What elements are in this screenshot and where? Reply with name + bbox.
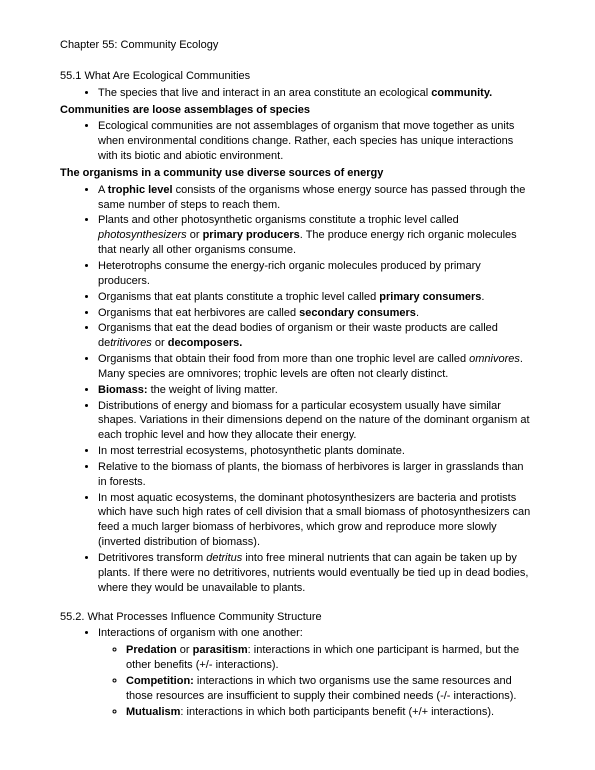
list-item: Biomass: the weight of living matter.: [98, 383, 535, 398]
section-2-heading: 55.2. What Processes Influence Community…: [60, 610, 535, 625]
list-item: A trophic level consists of the organism…: [98, 183, 535, 213]
list-item: Heterotrophs consume the energy-rich org…: [98, 259, 535, 289]
subsection-1-list: Ecological communities are not assemblag…: [60, 119, 535, 164]
list-item: In most aquatic ecosystems, the dominant…: [98, 491, 535, 550]
subsection-2-list: A trophic level consists of the organism…: [60, 183, 535, 596]
subsection-2-heading: The organisms in a community use diverse…: [60, 166, 535, 181]
list-item: Relative to the biomass of plants, the b…: [98, 460, 535, 490]
section-2-sublist: Predation or parasitism: interactions in…: [60, 643, 535, 719]
list-item: Ecological communities are not assemblag…: [98, 119, 535, 164]
list-item: Mutualism: interactions in which both pa…: [126, 705, 535, 720]
section-1-heading: 55.1 What Are Ecological Communities: [60, 69, 535, 84]
list-item: In most terrestrial ecosystems, photosyn…: [98, 444, 535, 459]
list-item: Organisms that eat herbivores are called…: [98, 306, 535, 321]
list-item: Detritivores transform detritus into fre…: [98, 551, 535, 596]
list-item: Plants and other photosynthetic organism…: [98, 213, 535, 258]
chapter-title: Chapter 55: Community Ecology: [60, 38, 535, 53]
section-2-intro-list: Interactions of organism with one anothe…: [60, 626, 535, 641]
list-item: Organisms that eat plants constitute a t…: [98, 290, 535, 305]
list-item: Predation or parasitism: interactions in…: [126, 643, 535, 673]
list-item: Distributions of energy and biomass for …: [98, 399, 535, 444]
list-item: Competition: interactions in which two o…: [126, 674, 535, 704]
list-item: The species that live and interact in an…: [98, 86, 535, 101]
subsection-1-heading: Communities are loose assemblages of spe…: [60, 103, 535, 118]
list-item: Interactions of organism with one anothe…: [98, 626, 535, 641]
list-item: Organisms that eat the dead bodies of or…: [98, 321, 535, 351]
list-item: Organisms that obtain their food from mo…: [98, 352, 535, 382]
section-1-intro-list: The species that live and interact in an…: [60, 86, 535, 101]
